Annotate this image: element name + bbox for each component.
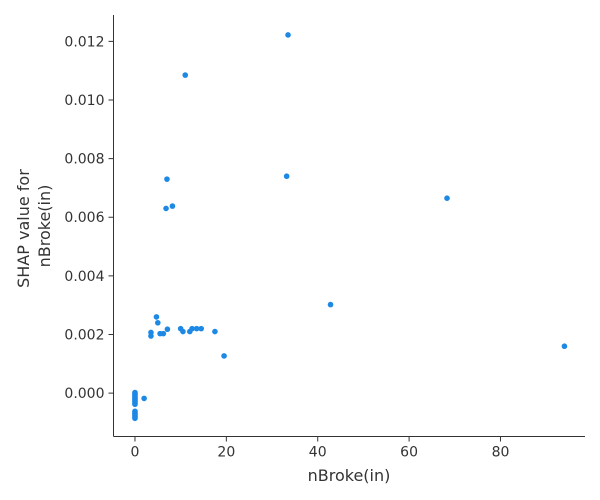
data-point xyxy=(444,195,450,201)
data-point xyxy=(155,319,161,326)
x-axis-label: nBroke(in) xyxy=(308,466,391,485)
y-axis-ticks: 0.000 0.002 0.004 0.006 0.008 0.010 0.012 xyxy=(64,34,114,402)
y-tick-label: 0.012 xyxy=(64,34,104,50)
data-point xyxy=(198,325,205,332)
x-tick-label: 80 xyxy=(492,445,510,461)
data-point xyxy=(153,314,160,320)
x-tick-label: 60 xyxy=(400,445,418,461)
x-tick-label: 20 xyxy=(217,445,235,461)
data-point xyxy=(285,32,291,38)
x-axis-ticks: 0 20 40 60 80 xyxy=(131,436,510,461)
y-tick-label: 0.010 xyxy=(64,93,104,109)
data-point xyxy=(141,395,147,402)
data-point xyxy=(148,333,154,339)
y-tick-label: 0.002 xyxy=(64,327,104,343)
x-tick-label: 0 xyxy=(131,445,140,461)
data-point xyxy=(193,325,200,332)
data-point xyxy=(212,328,218,335)
data-point xyxy=(164,176,170,182)
y-axis-label-line-1: SHAP value for xyxy=(14,169,33,288)
data-point xyxy=(189,325,195,332)
data-point xyxy=(182,72,189,78)
data-point xyxy=(283,173,290,180)
y-tick-label: 0.008 xyxy=(64,152,104,168)
scatter-points xyxy=(132,32,568,422)
y-axis-label: SHAP value for nBroke(in) xyxy=(14,164,54,288)
data-point xyxy=(169,203,176,209)
y-tick-label: 0.006 xyxy=(64,210,104,226)
data-point xyxy=(160,330,167,337)
y-axis-label-line-2: nBroke(in) xyxy=(35,185,54,268)
data-point xyxy=(180,328,186,335)
x-tick-label: 40 xyxy=(309,445,327,461)
data-point xyxy=(327,301,334,308)
data-point xyxy=(132,401,138,408)
data-point xyxy=(132,415,138,422)
data-point xyxy=(163,205,169,212)
data-point xyxy=(561,343,568,350)
data-point xyxy=(221,353,227,359)
data-point xyxy=(164,326,171,333)
y-tick-label: 0.000 xyxy=(64,386,104,402)
y-tick-label: 0.004 xyxy=(64,269,104,285)
